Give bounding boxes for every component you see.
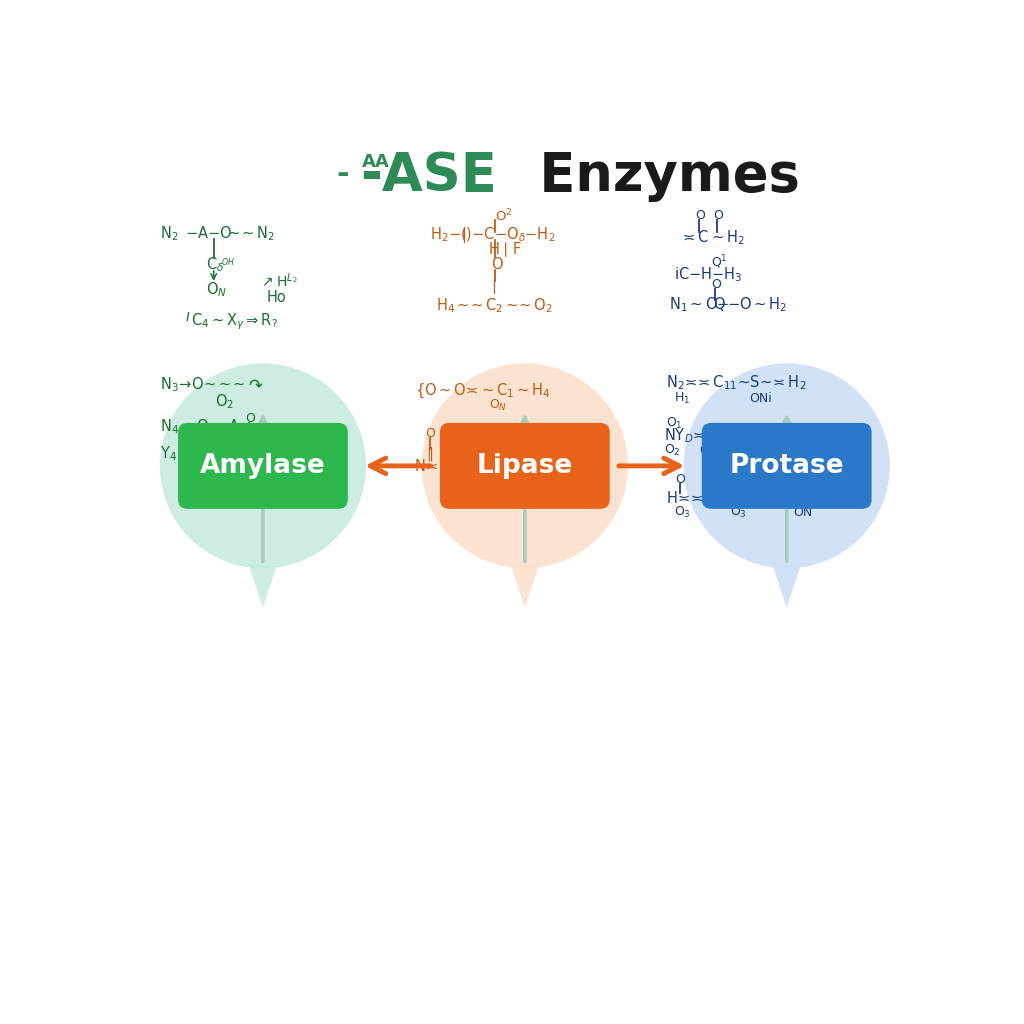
Text: O: O	[246, 412, 255, 425]
Text: N$_3$$\!\to\!$O$\!\sim\!\sim\!\!\sim$: N$_3$$\!\to\!$O$\!\sim\!\sim\!\!\sim$	[160, 376, 245, 394]
Text: O$_N$: O$_N$	[489, 398, 507, 414]
Text: Ho: Ho	[267, 291, 287, 305]
Text: Amylase: Amylase	[200, 453, 326, 479]
Circle shape	[684, 364, 890, 568]
FancyBboxPatch shape	[701, 423, 871, 509]
Text: O: O	[714, 209, 724, 221]
Text: O$^2$: O$^2$	[495, 208, 512, 224]
Text: $\curvearrowright$: $\curvearrowright$	[246, 376, 264, 393]
Polygon shape	[772, 564, 801, 608]
Text: O: O	[676, 473, 685, 485]
Text: $-$O$\sim$H$_2$: $-$O$\sim$H$_2$	[727, 295, 787, 313]
Text: H$\!\asymp\!\!\asymp$: H$\!\asymp\!\!\asymp$	[666, 490, 703, 506]
Text: $\|$: $\|$	[426, 445, 433, 463]
Text: $\sim\!\!\sim$N$_2$: $\sim\!\!\sim$N$_2$	[225, 224, 274, 243]
Polygon shape	[249, 564, 278, 608]
Text: O: O	[712, 279, 721, 291]
Text: Enzymes: Enzymes	[521, 150, 800, 202]
Text: $\{$O$\sim$O$\!\asymp\!\sim$C$_1$$\sim$H$_4$: $\{$O$\sim$O$\!\asymp\!\sim$C$_1$$\sim$H…	[416, 382, 551, 400]
Text: N$_4$$\sim$O$_\imath$$\sim$A$_1$: N$_4$$\sim$O$_\imath$$\sim$A$_1$	[160, 417, 247, 436]
Text: O$_2$: O$_2$	[215, 392, 234, 411]
Text: Q: Q	[713, 297, 725, 311]
Text: Protase: Protase	[729, 453, 844, 479]
Text: H$\mid$F: H$\mid$F	[488, 240, 522, 258]
Text: C$_\delta$: C$_\delta$	[206, 255, 224, 274]
Text: ON: ON	[763, 444, 782, 458]
FancyBboxPatch shape	[178, 423, 348, 509]
Text: $\imath$: $\imath$	[185, 309, 190, 325]
Circle shape	[160, 364, 367, 568]
Text: |: |	[490, 279, 496, 294]
Text: iC$-$H$-$H$_3$: iC$-$H$-$H$_3$	[674, 265, 742, 284]
FancyBboxPatch shape	[440, 423, 609, 509]
Text: -ASE: -ASE	[360, 150, 498, 202]
Text: $\|$: $\|$	[246, 429, 253, 447]
Text: O$\cdot$ON: O$\cdot$ON	[699, 444, 733, 458]
Text: N$\!\asymp\!\!\sim\!\!\asymp$N$_3$: N$\!\asymp\!\!\sim\!\!\asymp$N$_3$	[414, 458, 485, 476]
Text: O: O	[426, 427, 435, 440]
Text: H$_1$: H$_1$	[674, 390, 690, 406]
Text: O$_3$: O$_3$	[729, 505, 746, 520]
Text: Q$^1$: Q$^1$	[712, 254, 728, 271]
Text: $\asymp$N$_2$: $\asymp$N$_2$	[223, 444, 260, 464]
Text: ONi: ONi	[750, 391, 772, 404]
Polygon shape	[511, 564, 539, 608]
Text: C$_4$$\sim$X$_\gamma$$\Rightarrow$R$_?$: C$_4$$\sim$X$_\gamma$$\Rightarrow$R$_?$	[191, 311, 279, 332]
Text: -: -	[336, 160, 348, 188]
Text: $^{OH}$: $^{OH}$	[221, 258, 234, 268]
Text: $\|$$\|$AH: $\|$$\|$AH	[198, 464, 229, 479]
Text: O$_N$: O$_N$	[206, 281, 227, 299]
Text: Y$_4$$\sim$O$\sim\!\!\sim$: Y$_4$$\sim$O$\sim\!\!\sim$	[160, 444, 234, 464]
Text: H$_4$$\sim\!\!\sim$C$_2$$\sim\!\!\sim$O$_2$: H$_4$$\sim\!\!\sim$C$_2$$\sim\!\!\sim$O$…	[436, 297, 553, 315]
Text: O: O	[695, 209, 706, 221]
Text: $\asymp$C$\sim$H$_2$: $\asymp$C$\sim$H$_2$	[680, 228, 744, 247]
Text: O$\!\sim\!$O$\!\sim\!\!\asymp$H$_{2,}$: O$\!\sim\!$O$\!\sim\!\!\asymp$H$_{2,}$	[712, 488, 799, 508]
Text: O$_1$: O$_1$	[666, 416, 683, 431]
Text: NY$_D$$\!\asymp\!\!\sim\!$S$\!\sim_{;,}$: NY$_D$$\!\asymp\!\!\sim\!$S$\!\sim_{;,}$	[664, 426, 754, 445]
Text: O$_N$: O$_N$	[454, 473, 472, 488]
Text: $\!\asymp\!$H$_2$: $\!\asymp\!$H$_2$	[751, 427, 782, 445]
Text: AA: AA	[362, 154, 390, 171]
Text: Lipase: Lipase	[477, 453, 572, 479]
Text: N$_2$: N$_2$	[160, 224, 178, 243]
Text: O$_3$: O$_3$	[674, 505, 691, 520]
Text: O$_2$: O$_2$	[664, 443, 680, 459]
Text: $\nearrow$H$^{L_2}$: $\nearrow$H$^{L_2}$	[259, 271, 298, 290]
Text: N$_1$$\sim$O$-$: N$_1$$\sim$O$-$	[670, 295, 729, 313]
Circle shape	[422, 364, 628, 568]
Text: H$_2$$-$(: H$_2$$-$(	[430, 225, 467, 244]
Text: |)$-$C$-$O$_\delta$$-$H$_2$: |)$-$C$-$O$_\delta$$-$H$_2$	[461, 225, 556, 245]
Text: $-$A$-$O: $-$A$-$O	[185, 225, 232, 242]
Text: O: O	[490, 257, 503, 272]
Text: N$_2$$\!\asymp\!\!\asymp$C$_{11}$$\!\sim\!$S$\!\sim\!\!\asymp$H$_2$: N$_2$$\!\asymp\!\!\asymp$C$_{11}$$\!\sim…	[666, 374, 807, 392]
Text: ON: ON	[793, 506, 812, 519]
